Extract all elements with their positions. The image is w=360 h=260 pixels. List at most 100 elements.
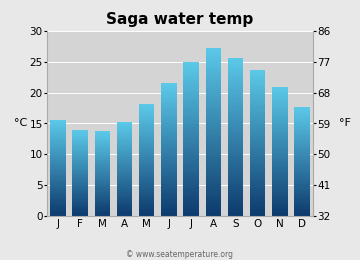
Bar [161, 97, 177, 98]
Bar [228, 208, 243, 210]
Bar [139, 157, 154, 159]
Bar [95, 193, 110, 194]
Bar [228, 111, 243, 113]
Bar [206, 205, 221, 207]
Bar [228, 162, 243, 164]
Bar [294, 154, 310, 156]
Bar [72, 167, 88, 168]
Bar [272, 153, 288, 154]
Bar [139, 110, 154, 111]
Bar [183, 118, 199, 120]
Bar [183, 200, 199, 202]
Bar [294, 122, 310, 123]
Bar [117, 179, 132, 180]
Bar [50, 214, 66, 216]
Text: © www.seatemperature.org: © www.seatemperature.org [126, 250, 234, 259]
Bar [72, 175, 88, 176]
Bar [250, 143, 265, 145]
Bar [206, 121, 221, 124]
Bar [206, 123, 221, 126]
Bar [117, 149, 132, 150]
Bar [72, 194, 88, 196]
Bar [294, 186, 310, 187]
Bar [294, 174, 310, 175]
Bar [228, 157, 243, 159]
Bar [161, 165, 177, 166]
Bar [50, 163, 66, 164]
Bar [183, 172, 199, 173]
Bar [206, 54, 221, 56]
Bar [294, 137, 310, 138]
Bar [250, 167, 265, 168]
Bar [50, 132, 66, 133]
Bar [228, 168, 243, 170]
Bar [72, 205, 88, 206]
Bar [139, 191, 154, 192]
Bar [250, 188, 265, 190]
Bar [294, 153, 310, 154]
Bar [272, 145, 288, 146]
Bar [95, 139, 110, 140]
Bar [139, 184, 154, 185]
Bar [117, 147, 132, 149]
Bar [117, 187, 132, 189]
Bar [139, 188, 154, 189]
Bar [183, 193, 199, 195]
Bar [250, 84, 265, 86]
Bar [250, 165, 265, 167]
Bar [72, 163, 88, 165]
Bar [161, 204, 177, 206]
Bar [139, 213, 154, 214]
Bar [50, 182, 66, 183]
Bar [183, 135, 199, 137]
Bar [139, 141, 154, 142]
Bar [161, 214, 177, 216]
Bar [183, 141, 199, 143]
Bar [50, 213, 66, 214]
Bar [206, 126, 221, 128]
Bar [183, 158, 199, 160]
Bar [161, 131, 177, 133]
Bar [206, 212, 221, 214]
Bar [294, 149, 310, 151]
Bar [250, 198, 265, 199]
Bar [72, 147, 88, 148]
Bar [272, 124, 288, 125]
Bar [72, 177, 88, 178]
Bar [72, 143, 88, 144]
Bar [294, 126, 310, 127]
Bar [50, 146, 66, 147]
Bar [161, 88, 177, 90]
Bar [183, 185, 199, 187]
Bar [272, 98, 288, 100]
Bar [161, 90, 177, 92]
Bar [161, 92, 177, 93]
Bar [117, 124, 132, 125]
Bar [250, 123, 265, 125]
Bar [139, 136, 154, 138]
Bar [50, 126, 66, 127]
Bar [72, 130, 88, 131]
Bar [50, 127, 66, 128]
Bar [272, 128, 288, 130]
Bar [294, 138, 310, 140]
Bar [228, 69, 243, 72]
Bar [139, 142, 154, 144]
Bar [250, 128, 265, 130]
Bar [72, 134, 88, 136]
Bar [139, 176, 154, 177]
Bar [139, 164, 154, 166]
Bar [161, 184, 177, 186]
Bar [294, 129, 310, 130]
Bar [272, 150, 288, 151]
Bar [294, 133, 310, 134]
Bar [272, 100, 288, 101]
Bar [139, 150, 154, 152]
Bar [95, 166, 110, 167]
Bar [95, 132, 110, 133]
Bar [72, 150, 88, 151]
Bar [272, 143, 288, 145]
Bar [139, 206, 154, 207]
Bar [95, 182, 110, 183]
Bar [117, 143, 132, 144]
